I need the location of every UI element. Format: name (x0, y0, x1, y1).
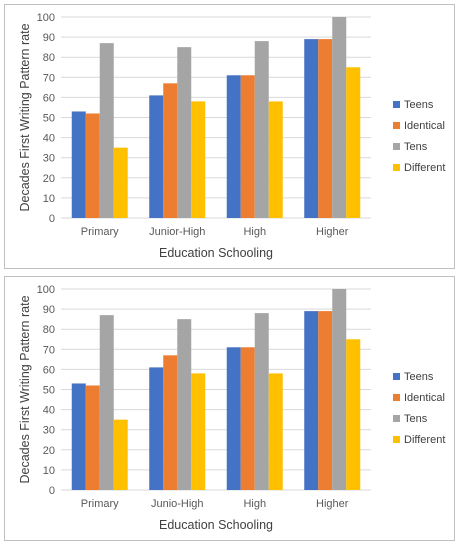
bar-identical-0 (85, 385, 100, 490)
legend-label-different: Different (404, 162, 445, 174)
y-tick-label: 50 (43, 113, 55, 125)
chart-panel-top: 0 10 20 30 40 50 60 70 80 90 100 Primary Junior-High… (4, 4, 455, 269)
bar-teens-0 (71, 111, 86, 218)
bar-different-3 (346, 67, 361, 218)
bar-teens-0 (71, 383, 86, 490)
y-tick-label: 20 (43, 173, 55, 185)
y-tick-label: 30 (43, 425, 55, 437)
y-tick-label: 90 (43, 32, 55, 44)
y-tick-label: 10 (43, 465, 55, 477)
bar-identical-3 (318, 39, 333, 218)
legend-label-different: Different (404, 434, 445, 446)
y-tick-label: 60 (43, 92, 55, 104)
legend-swatch-tens (393, 143, 400, 150)
y-tick-label: 40 (43, 133, 55, 145)
x-axis-title: Education Schooling (159, 518, 273, 532)
x-tick-label: Primary (81, 498, 119, 510)
bar-tens-1 (177, 47, 192, 219)
y-axis-title: Decades First Writing Pattern rate (18, 23, 32, 211)
y-tick-label: 70 (43, 72, 55, 84)
bar-different-0 (113, 147, 128, 218)
bar-teens-3 (304, 311, 319, 490)
legend-swatch-teens (393, 101, 400, 108)
legend-swatch-different (393, 436, 400, 443)
bar-tens-0 (99, 315, 114, 490)
bar-tens-2 (254, 41, 269, 219)
legend-label-tens: Tens (404, 141, 428, 153)
legend-label-identical: Identical (404, 392, 445, 404)
legend-label-tens: Tens (404, 413, 428, 425)
bar-different-1 (191, 373, 206, 490)
x-tick-label: Junio-High (151, 498, 204, 510)
bar-identical-1 (163, 355, 178, 490)
bar-tens-2 (254, 313, 269, 490)
y-tick-label: 80 (43, 324, 55, 336)
y-tick-label: 40 (43, 405, 55, 417)
legend-swatch-teens (393, 373, 400, 380)
y-axis-title: Decades First Writing Pattern rate (18, 295, 32, 483)
y-tick-label: 0 (49, 213, 55, 225)
y-tick-label: 10 (43, 193, 55, 205)
bar-identical-0 (85, 113, 100, 218)
bar-teens-1 (149, 367, 164, 490)
legend-swatch-tens (393, 415, 400, 422)
legend-label-identical: Identical (404, 120, 445, 132)
legend-swatch-identical (393, 122, 400, 129)
x-axis-title: Education Schooling (159, 246, 273, 260)
bar-different-1 (191, 101, 206, 218)
bar-teens-3 (304, 39, 319, 218)
bar-identical-1 (163, 83, 178, 218)
legend-label-teens: Teens (404, 99, 434, 111)
y-tick-label: 0 (49, 485, 55, 497)
bar-different-0 (113, 419, 128, 490)
legend-swatch-different (393, 164, 400, 171)
bar-chart-top: 0 10 20 30 40 50 60 70 80 90 100 Primary Junior-High… (18, 12, 445, 260)
y-tick-label: 20 (43, 445, 55, 457)
chart-panel-bottom: 0 10 20 30 40 50 60 70 80 90 100 Primary Junio-High H… (4, 276, 455, 541)
y-tick-label: 50 (43, 385, 55, 397)
bar-tens-1 (177, 319, 192, 490)
x-tick-label: Higher (316, 226, 349, 238)
bar-different-2 (268, 373, 283, 490)
x-tick-label: High (243, 498, 266, 510)
y-tick-label: 70 (43, 344, 55, 356)
bar-different-3 (346, 339, 361, 490)
bar-teens-2 (226, 347, 241, 490)
y-tick-label: 100 (37, 284, 55, 296)
y-tick-label: 80 (43, 52, 55, 64)
bar-chart-bottom: 0 10 20 30 40 50 60 70 80 90 100 Primary Junio-High H… (18, 284, 445, 532)
bar-teens-1 (149, 95, 164, 218)
x-tick-label: Primary (81, 226, 119, 238)
x-tick-label: High (243, 226, 266, 238)
bar-teens-2 (226, 75, 241, 218)
bar-identical-2 (240, 75, 255, 218)
y-tick-label: 100 (37, 12, 55, 24)
bar-different-2 (268, 101, 283, 218)
legend-swatch-identical (393, 394, 400, 401)
bar-tens-0 (99, 43, 114, 218)
bar-tens-3 (332, 17, 347, 218)
y-tick-label: 30 (43, 153, 55, 165)
y-tick-label: 60 (43, 364, 55, 376)
y-tick-label: 90 (43, 304, 55, 316)
bar-identical-3 (318, 311, 333, 490)
x-tick-label: Higher (316, 498, 349, 510)
bar-tens-3 (332, 289, 347, 490)
x-tick-label: Junior-High (149, 226, 205, 238)
legend-label-teens: Teens (404, 371, 434, 383)
bar-identical-2 (240, 347, 255, 490)
